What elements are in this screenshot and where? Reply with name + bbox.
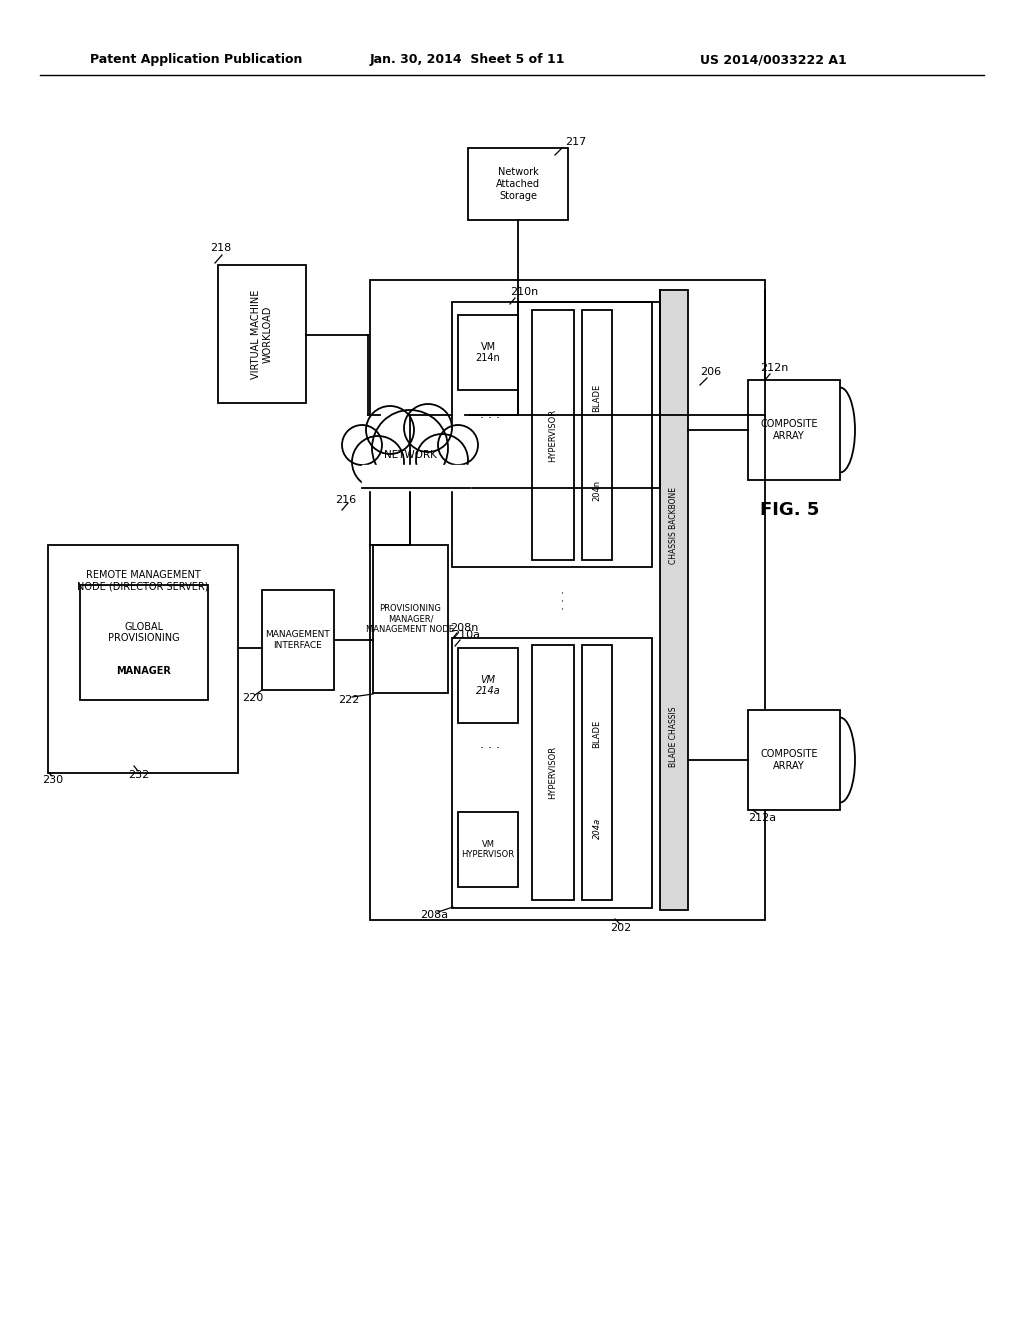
Text: VM
214a: VM 214a <box>475 675 501 697</box>
Circle shape <box>438 425 478 465</box>
Text: NETWORK: NETWORK <box>384 450 436 459</box>
Text: VM
214n: VM 214n <box>475 342 501 363</box>
Text: MANAGER: MANAGER <box>117 665 171 676</box>
Text: Network
Attached
Storage: Network Attached Storage <box>496 168 540 201</box>
Bar <box>48 545 238 774</box>
Circle shape <box>366 407 414 454</box>
Text: 210a: 210a <box>452 630 480 640</box>
Bar <box>452 638 652 908</box>
Bar <box>468 148 568 220</box>
Text: 208n: 208n <box>450 623 478 634</box>
Bar <box>458 315 518 389</box>
Text: Patent Application Publication: Patent Application Publication <box>90 54 302 66</box>
Text: 222: 222 <box>338 696 359 705</box>
Text: 218: 218 <box>210 243 231 253</box>
Text: PROVISIONING
MANAGER/
MANAGEMENT NODE: PROVISIONING MANAGER/ MANAGEMENT NODE <box>367 605 455 634</box>
Bar <box>532 310 574 560</box>
Bar <box>748 710 840 810</box>
Bar <box>748 380 840 480</box>
Bar <box>262 590 334 690</box>
Text: BLADE CHASSIS: BLADE CHASSIS <box>670 706 679 767</box>
Bar <box>218 265 306 403</box>
Bar <box>660 290 688 909</box>
Text: COMPOSITE
ARRAY: COMPOSITE ARRAY <box>760 420 818 441</box>
Text: 220: 220 <box>242 693 263 704</box>
Text: FIG. 5: FIG. 5 <box>760 502 819 519</box>
Text: VM
HYPERVISOR: VM HYPERVISOR <box>462 840 515 859</box>
Text: 204n: 204n <box>593 479 601 500</box>
Text: 232: 232 <box>128 770 150 780</box>
Circle shape <box>372 411 449 486</box>
Circle shape <box>352 436 404 488</box>
Text: 208a: 208a <box>420 909 449 920</box>
Text: REMOTE MANAGEMENT
NODE (DIRECTOR SERVER): REMOTE MANAGEMENT NODE (DIRECTOR SERVER) <box>77 570 209 591</box>
Text: CHASSIS BACKBONE: CHASSIS BACKBONE <box>670 487 679 564</box>
Text: HYPERVISOR: HYPERVISOR <box>549 408 557 462</box>
Text: BLADE: BLADE <box>593 383 601 412</box>
Text: 212n: 212n <box>760 363 788 374</box>
Bar <box>458 812 518 887</box>
Bar <box>532 645 574 900</box>
Bar <box>373 545 449 693</box>
Text: . . .: . . . <box>480 738 500 751</box>
Text: COMPOSITE
ARRAY: COMPOSITE ARRAY <box>760 750 818 771</box>
Bar <box>582 310 612 560</box>
Text: BLADE: BLADE <box>593 721 601 748</box>
Text: US 2014/0033222 A1: US 2014/0033222 A1 <box>700 54 847 66</box>
Text: 206: 206 <box>700 367 721 378</box>
Text: 202: 202 <box>610 923 631 933</box>
Text: . . .: . . . <box>554 590 566 610</box>
Text: VIRTUAL MACHINE
WORKLOAD: VIRTUAL MACHINE WORKLOAD <box>251 289 272 379</box>
Text: . . .: . . . <box>480 408 500 421</box>
Text: HYPERVISOR: HYPERVISOR <box>549 746 557 799</box>
Circle shape <box>342 425 382 465</box>
Text: 216: 216 <box>335 495 356 506</box>
Bar <box>370 280 765 920</box>
Bar <box>452 302 652 568</box>
Bar <box>80 585 208 700</box>
Text: Jan. 30, 2014  Sheet 5 of 11: Jan. 30, 2014 Sheet 5 of 11 <box>370 54 565 66</box>
Text: 217: 217 <box>565 137 587 147</box>
Bar <box>582 645 612 900</box>
Bar <box>362 465 470 490</box>
Text: 204a: 204a <box>593 818 601 840</box>
Circle shape <box>416 434 468 486</box>
Text: 230: 230 <box>42 775 63 785</box>
Bar <box>458 648 518 723</box>
Text: GLOBAL
PROVISIONING: GLOBAL PROVISIONING <box>109 622 180 643</box>
Text: 212a: 212a <box>748 813 776 822</box>
Circle shape <box>404 404 452 451</box>
Text: 210n: 210n <box>510 286 539 297</box>
Text: MANAGEMENT
INTERFACE: MANAGEMENT INTERFACE <box>265 630 331 649</box>
